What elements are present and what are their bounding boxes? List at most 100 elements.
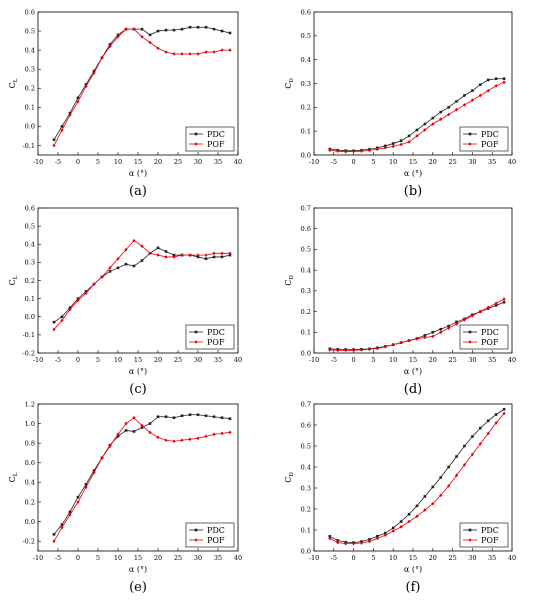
data-point-pdc xyxy=(156,246,160,250)
data-point-pdc xyxy=(204,25,208,29)
y-axis-label: CL xyxy=(8,472,19,482)
data-point-pof xyxy=(212,50,216,54)
x-axis-label: α (°) xyxy=(129,565,147,574)
legend-swatch-marker xyxy=(468,538,472,542)
data-point-pof xyxy=(100,275,104,279)
data-point-pof xyxy=(486,88,490,93)
y-tick-label: -0.2 xyxy=(22,538,35,546)
data-point-pof xyxy=(494,84,498,88)
y-axis-label: CD xyxy=(284,275,295,286)
data-point-pof xyxy=(108,266,112,270)
y-tick-label: 0.3 xyxy=(301,287,311,295)
data-point-pof xyxy=(180,438,184,443)
data-point-pof xyxy=(383,146,387,150)
panel-label: (c) xyxy=(129,382,146,397)
legend-label-pof: POF xyxy=(481,140,499,149)
y-tick-label: 0.0 xyxy=(25,518,35,526)
data-point-pof xyxy=(212,251,216,256)
legend xyxy=(459,324,509,350)
data-point-pdc xyxy=(383,531,387,535)
legend-swatch-marker xyxy=(468,330,472,334)
x-tick-label: 15 xyxy=(409,554,417,562)
data-point-pof xyxy=(431,122,435,126)
data-point-pdc xyxy=(494,77,498,81)
x-tick-label: 5 xyxy=(371,158,375,166)
data-point-pdc xyxy=(407,134,411,138)
x-tick-label: -10 xyxy=(33,158,43,166)
series-line-pdc xyxy=(53,414,231,535)
y-tick-label: 0.0 xyxy=(25,313,35,321)
data-point-pdc xyxy=(76,297,80,300)
x-tick-label: 25 xyxy=(174,356,182,364)
data-point-pdc xyxy=(180,27,184,31)
x-tick-label: -5 xyxy=(55,158,61,166)
data-point-pdc xyxy=(391,142,395,145)
data-point-pof xyxy=(494,421,498,425)
y-tick-label: 0.4 xyxy=(301,266,311,274)
data-point-pdc xyxy=(220,416,224,420)
data-point-pof xyxy=(68,512,72,517)
y-tick-label: 0.2 xyxy=(301,505,311,513)
data-point-pof xyxy=(196,436,200,441)
data-point-pdc xyxy=(220,255,224,259)
panel-label: (f) xyxy=(406,580,421,595)
data-point-pdc xyxy=(447,465,450,469)
x-tick-label: -10 xyxy=(309,554,319,562)
data-point-pdc xyxy=(471,435,474,438)
x-tick-label: 35 xyxy=(214,356,222,364)
data-point-pdc xyxy=(140,259,144,262)
legend-swatch-marker xyxy=(468,142,472,146)
data-point-pof xyxy=(204,50,208,54)
data-point-pdc xyxy=(431,330,435,334)
x-tick-label: -10 xyxy=(33,356,43,364)
data-point-pof xyxy=(359,149,364,153)
data-point-pof xyxy=(470,313,474,318)
data-point-pof xyxy=(164,255,168,259)
data-point-pof xyxy=(462,318,467,322)
data-point-pof xyxy=(359,348,364,352)
data-point-pof xyxy=(352,348,356,353)
data-point-pdc xyxy=(172,416,176,420)
data-point-pof xyxy=(502,297,506,301)
data-point-pof xyxy=(407,140,411,144)
legend-label-pof: POF xyxy=(481,338,499,347)
data-point-pof xyxy=(180,253,184,257)
x-tick-label: 10 xyxy=(389,158,397,166)
y-axis-label: CL xyxy=(8,275,19,285)
data-point-pdc xyxy=(502,300,506,304)
y-axis-label: CL xyxy=(8,78,19,88)
y-tick-label: 0.3 xyxy=(25,259,35,267)
chart-panel-3: -10 -5 0 5 10 15 20 25 30 35 40 -0.2 -0.1 0.0 0.1 0.2 0.… xyxy=(8,204,242,397)
data-point-pdc xyxy=(391,526,395,530)
data-point-pdc xyxy=(84,483,88,486)
data-point-pdc xyxy=(447,106,450,109)
data-point-pof xyxy=(502,411,506,416)
data-point-pof xyxy=(140,244,144,248)
data-point-pof xyxy=(164,438,168,443)
data-point-pof xyxy=(454,107,459,112)
y-tick-label: 0.5 xyxy=(301,32,311,40)
data-point-pdc xyxy=(423,334,427,337)
data-point-pdc xyxy=(148,422,152,425)
data-point-pof xyxy=(164,50,168,54)
data-point-pof xyxy=(180,52,184,56)
data-point-pdc xyxy=(60,315,64,319)
y-tick-label: 0.6 xyxy=(301,8,311,16)
legend-label-pdc: PDC xyxy=(481,328,499,337)
data-point-pof xyxy=(156,46,160,51)
y-tick-label: 0.3 xyxy=(25,66,35,74)
data-point-pof xyxy=(100,55,104,60)
data-point-pdc xyxy=(415,128,419,132)
panel-label: (a) xyxy=(129,184,147,199)
legend-label-pdc: PDC xyxy=(207,130,225,139)
data-point-pof xyxy=(220,251,224,256)
data-point-pdc xyxy=(439,110,443,114)
y-tick-label: -0.2 xyxy=(22,349,35,357)
data-point-pdc xyxy=(423,122,427,126)
data-point-pdc xyxy=(439,476,443,479)
chart-panel-1: -10 -5 0 5 10 15 20 25 30 35 40 -0.1 0.0 0.1 0.2 0.3 0.4… xyxy=(8,8,242,199)
x-tick-label: 0 xyxy=(76,554,80,562)
x-tick-label: -10 xyxy=(309,356,319,364)
legend xyxy=(185,126,235,152)
